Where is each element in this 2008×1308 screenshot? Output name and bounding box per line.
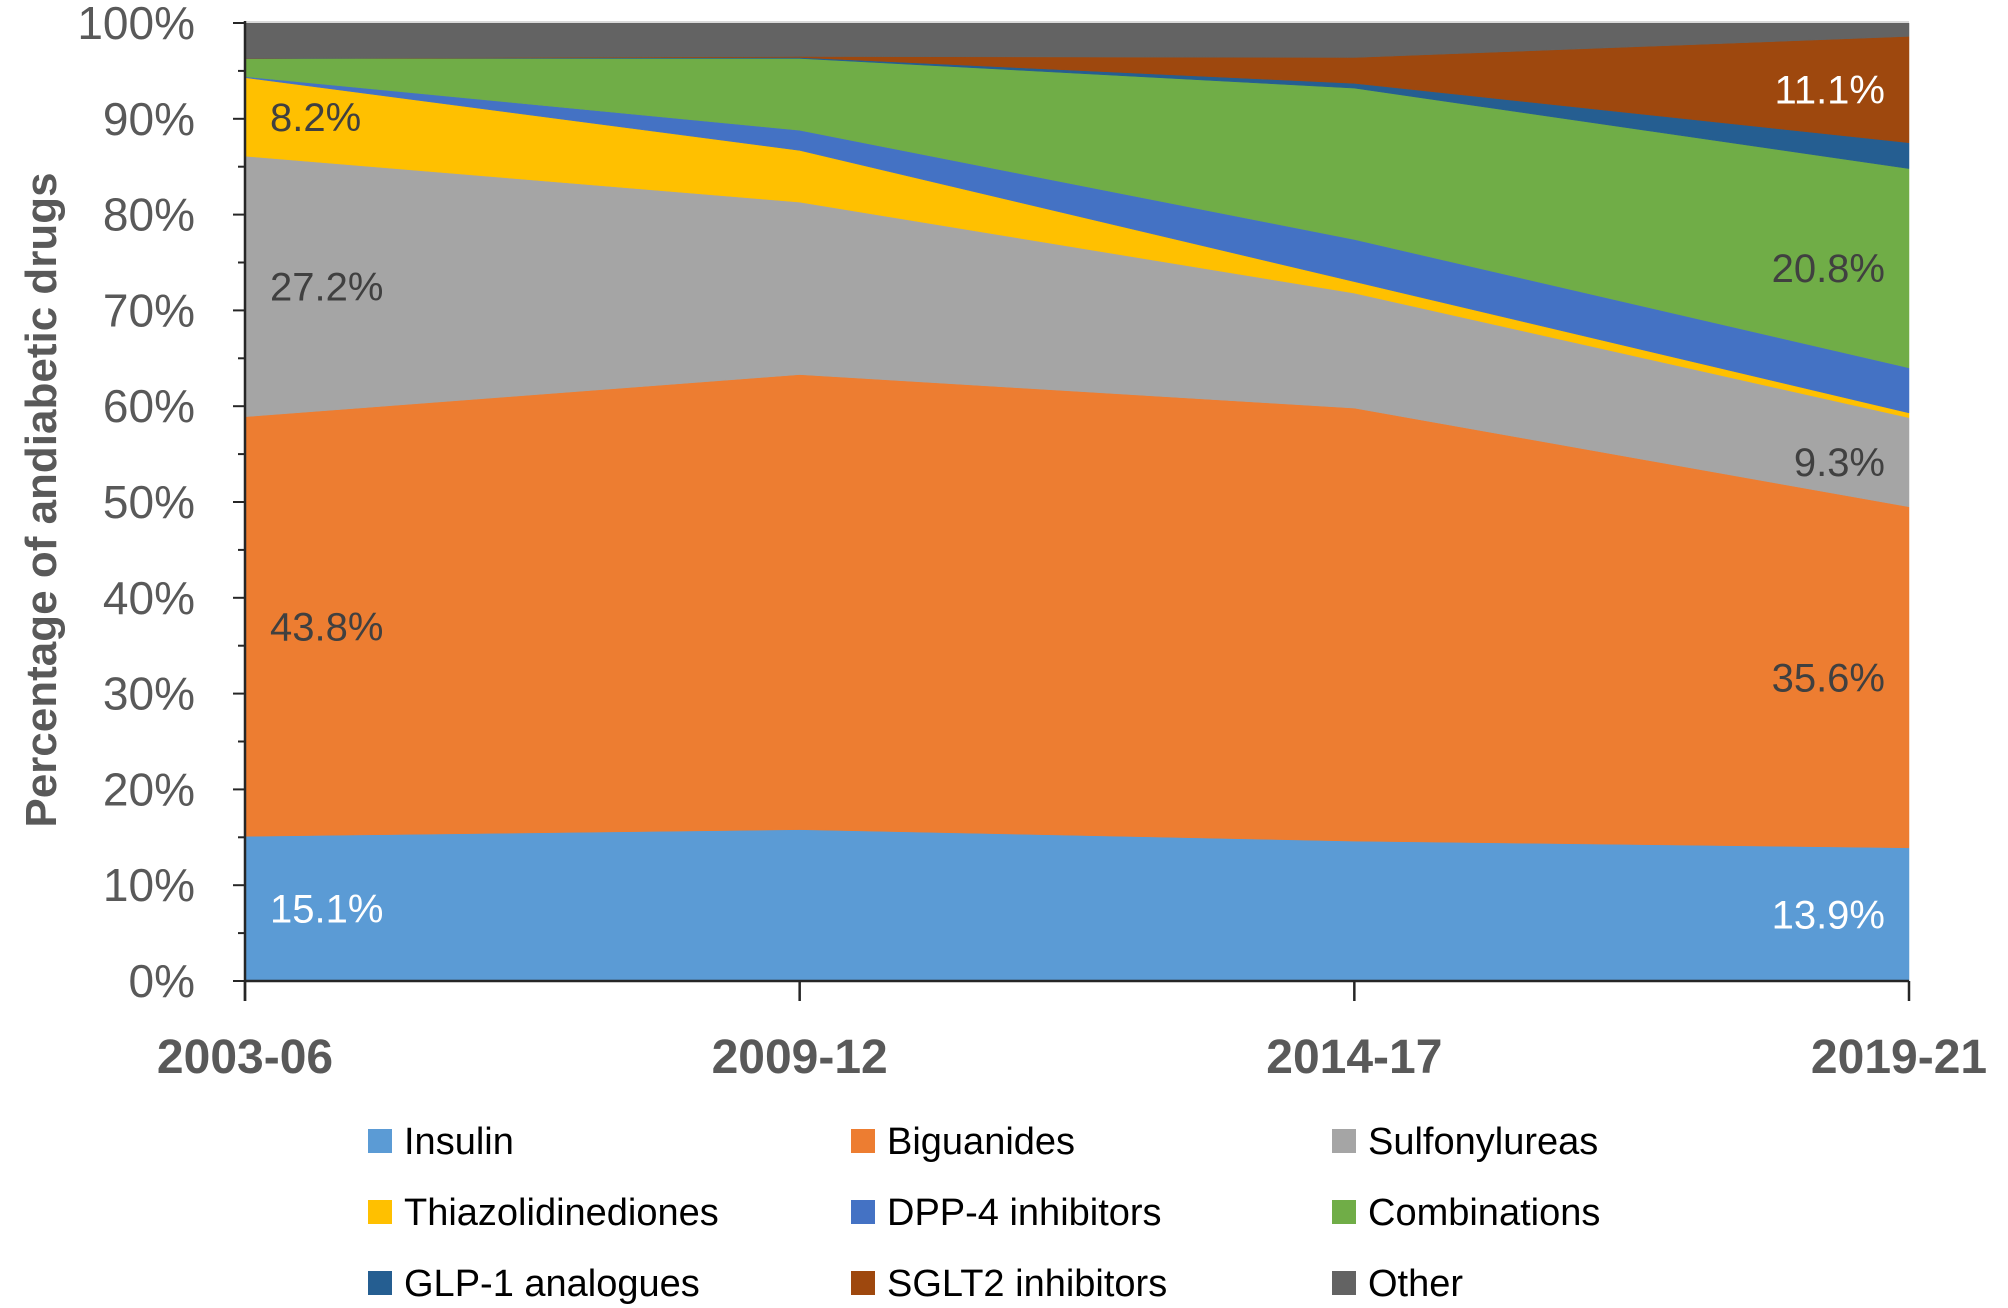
legend-item-other: Other [1332, 1263, 1463, 1305]
data-label-insulin-2019-21: 13.9% [1772, 893, 1885, 937]
legend-item-insulin: Insulin [368, 1121, 514, 1163]
y-tick-label: 40% [103, 572, 195, 624]
x-tick-label: 2003-06 [157, 1031, 333, 1084]
legend-item-biguanides: Biguanides [851, 1121, 1075, 1163]
legend-label: Biguanides [887, 1121, 1075, 1163]
legend-marker [1332, 1200, 1356, 1224]
y-tick-label: 30% [103, 668, 195, 720]
legend-item-sglt2-inhibitors: SGLT2 inhibitors [851, 1263, 1167, 1305]
legend-item-glp-1-analogues: GLP-1 analogues [368, 1263, 700, 1305]
legend-label: Thiazolidinediones [404, 1192, 719, 1234]
legend-marker [851, 1271, 875, 1295]
y-tick-label: 20% [103, 763, 195, 815]
data-label-thiazolidinediones-2003-06: 8.2% [270, 96, 361, 140]
area-layer [244, 22, 1910, 982]
area-insulin [244, 829, 1910, 982]
y-axis-title: Percentage of andiabetic drugs [17, 172, 66, 827]
legend-label: DPP-4 inhibitors [887, 1192, 1162, 1234]
legend-item-sulfonylureas: Sulfonylureas [1332, 1121, 1598, 1163]
data-labels: 15.1% 43.8% 27.2% 8.2% 13.9% 35.6% 9.3% 20.8% 11… [270, 69, 1885, 938]
data-label-combinations-2019-21: 20.8% [1772, 247, 1885, 291]
data-label-sulfonylureas-2003-06: 27.2% [270, 265, 383, 309]
y-tick-label: 90% [103, 93, 195, 145]
legend-label: Sulfonylureas [1368, 1121, 1598, 1163]
legend-marker [368, 1129, 392, 1153]
axes-layer [233, 21, 1911, 1001]
x-tick-label: 2014-17 [1266, 1031, 1442, 1084]
legend-item-combinations: Combinations [1332, 1192, 1600, 1234]
legend-item-thiazolidinediones: Thiazolidinediones [368, 1192, 719, 1234]
y-tick-label: 70% [103, 284, 195, 336]
data-label-sglt2-inhibitors-2019-21: 11.1% [1775, 69, 1885, 113]
data-label-biguanides-2019-21: 35.6% [1772, 656, 1885, 700]
y-tick-label: 80% [103, 189, 195, 241]
y-tick-label: 60% [103, 380, 195, 432]
legend-label: Combinations [1368, 1192, 1600, 1234]
x-tick-label: 2009-12 [712, 1031, 888, 1084]
legend-label: Insulin [404, 1121, 514, 1163]
data-label-insulin-2003-06: 15.1% [270, 888, 383, 932]
data-label-sulfonylureas-2019-21: 9.3% [1794, 441, 1885, 485]
data-label-biguanides-2003-06: 43.8% [270, 606, 383, 650]
legend-marker [368, 1200, 392, 1224]
y-tick-label: 10% [103, 859, 195, 911]
x-tick-label: 2019-21 [1811, 1031, 1987, 1084]
y-tick-label: 50% [103, 476, 195, 528]
legend-label: GLP-1 analogues [404, 1263, 700, 1305]
legend-label: Other [1368, 1263, 1463, 1305]
legend-marker [1332, 1129, 1356, 1153]
legend-item-dpp-4-inhibitors: DPP-4 inhibitors [851, 1192, 1162, 1234]
y-tick-labels: 0% 10% 20% 30% 40% 50% 60% 70% 80% 90% 100% [77, 0, 195, 1007]
legend-label: SGLT2 inhibitors [887, 1263, 1167, 1305]
legend: Insulin Biguanides Sulfonylureas Thiazolidi… [368, 1121, 1600, 1305]
legend-marker [851, 1200, 875, 1224]
x-tick-labels: 2003-06 2009-12 2014-17 2019-21 [157, 1031, 1987, 1084]
legend-marker [368, 1271, 392, 1295]
legend-marker [851, 1129, 875, 1153]
y-tick-label: 0% [129, 955, 195, 1007]
legend-marker [1332, 1271, 1356, 1295]
y-tick-label: 100% [77, 0, 195, 49]
